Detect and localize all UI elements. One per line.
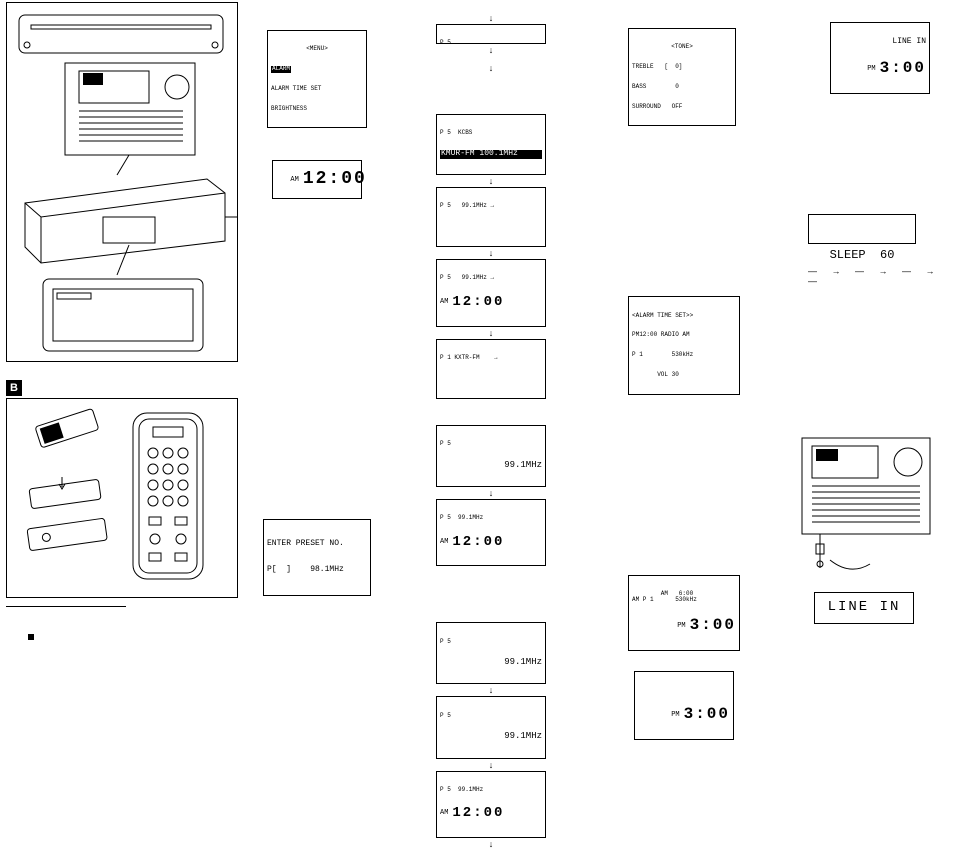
lcd-main: 99.1MHz	[440, 732, 542, 742]
alarm2-time: 3:00	[684, 705, 730, 723]
lcd-clock-1: AM12:00	[272, 160, 362, 199]
tone-header: <TONE>	[632, 44, 732, 51]
rule	[6, 606, 126, 607]
lcd: P 5 99.1MHz	[436, 425, 546, 487]
tone-l1: TREBLE [ 0]	[632, 64, 732, 71]
device-panel-illustration	[800, 436, 948, 578]
alarmset-l2: P 1 530kHz	[632, 352, 736, 359]
arrow-down-icon: ↓	[436, 488, 546, 498]
lcd-top: P 5	[440, 441, 542, 448]
lcd-preset: ENTER PRESET NO. P[ ] 98.1MHz	[263, 519, 371, 595]
lcd-stack-g2: P 5 99.1MHz ↓ P 5 99.1MHz AM 12:00	[436, 425, 546, 567]
lcd-linein-2: LINE IN	[814, 592, 914, 624]
figure-b-illustration	[7, 399, 237, 597]
alarm1-prefix: PM	[677, 622, 685, 630]
lcd-top: P 5 99.1MHz →	[440, 203, 542, 210]
lcd-top: P 5 99.1MHz →	[440, 275, 542, 282]
figure-a-box	[6, 2, 238, 362]
menu-header: <MENU>	[271, 46, 363, 53]
lcd-prefix: AM	[440, 298, 448, 306]
lcd-top: P 1 KXTR-FM →	[440, 355, 542, 362]
lcd-tone: <TONE> TREBLE [ 0] BASS 0 SURROUND OFF	[628, 28, 736, 126]
arrow-down-icon: ↓	[436, 328, 546, 338]
lcd-top: P 5	[440, 40, 542, 47]
linein1-time: 3:00	[880, 59, 926, 77]
lcd-top: P 5	[440, 639, 542, 646]
clock1-time: 12:00	[303, 169, 367, 189]
alarm1-time: 3:00	[690, 616, 736, 634]
arrow-down-icon: ↓	[436, 685, 546, 695]
lcd-stack-g3: P 5 99.1MHz ↓ P 5 99.1MHz ↓ P 5 99.1MHz …	[436, 622, 546, 850]
arrow-down-icon: ↓	[436, 176, 546, 186]
lcd: P 5 99.1MHz AM 12:00	[436, 771, 546, 839]
linein1-prefix: PM	[867, 65, 875, 73]
alarm2-prefix: PM	[671, 711, 679, 719]
preset-line2: P[ ] 98.1MHz	[267, 566, 367, 575]
alarmset-l3: VOL 30	[632, 372, 736, 379]
lcd: P 5	[436, 24, 546, 44]
lcd-alarm-2: PM 3:00	[634, 671, 734, 740]
tone-l2: BASS 0	[632, 84, 732, 91]
lcd-main: 99.1MHz	[440, 461, 542, 471]
lcd: P 1 KXTR-FM →	[436, 339, 546, 399]
alarmset-l1: PM12:00 RADIO AM	[632, 332, 736, 339]
lcd-top: P 5 99.1MHz	[440, 787, 542, 794]
lcd-stack-g1: ↓ P 5 ↓ ↓ P 5 KCBS KMUR-FM 100.1MHz ↓ P …	[436, 12, 546, 399]
alarm1-header: AM 6:00 AM P 1 530kHz	[632, 591, 736, 604]
arrow-down-icon: ↓	[436, 248, 546, 258]
lcd: P 5 99.1MHz → AM 12:00	[436, 259, 546, 327]
figure-a-illustration	[7, 3, 237, 361]
lcd-top: P 5 99.1MHz	[440, 515, 542, 522]
lcd: P 5 99.1MHz	[436, 622, 546, 684]
clock1-prefix: AM	[290, 176, 298, 184]
figure-b-box	[6, 398, 238, 598]
arrow-down-icon: ↓	[436, 760, 546, 770]
lcd-main: KMUR-FM 100.1MHz	[440, 150, 542, 159]
lcd-top: P 5 KCBS	[440, 130, 542, 137]
lcd-time: 12:00	[452, 294, 504, 310]
lcd-menu: <MENU> ALARM ALARM TIME SET BRIGHTNESS	[267, 30, 367, 128]
arrow-down-icon: ↓	[436, 839, 546, 849]
tone-l3: SURROUND OFF	[632, 104, 732, 111]
lcd-time: 12:00	[452, 534, 504, 550]
menu-line2: ALARM TIME SET	[271, 86, 363, 93]
lcd-prefix: AM	[440, 809, 448, 817]
linein2-text: LINE IN	[828, 600, 901, 615]
menu-line1: ALARM	[271, 66, 291, 73]
menu-line3: BRIGHTNESS	[271, 106, 363, 113]
arrow-down-icon: ↓	[436, 13, 546, 23]
lcd: P 5 99.1MHz	[436, 696, 546, 758]
preset-line1: ENTER PRESET NO.	[267, 540, 367, 549]
linein1-header: LINE IN	[834, 38, 926, 47]
lcd-alarm-set: <ALARM TIME SET>> PM12:00 RADIO AM P 1 5…	[628, 296, 740, 394]
lcd-linein-1: LINE IN PM 3:00	[830, 22, 930, 94]
lcd-main: 99.1MHz	[440, 658, 542, 668]
lcd-prefix: AM	[440, 538, 448, 546]
footnote-bullet	[28, 634, 34, 640]
lcd: P 5 99.1MHz →	[436, 187, 546, 247]
sleep-main: SLEEP 60	[812, 249, 912, 262]
lcd: P 5 KCBS KMUR-FM 100.1MHz	[436, 114, 546, 175]
figure-label-b: B	[6, 380, 22, 396]
alarmset-header: <ALARM TIME SET>>	[632, 313, 736, 320]
lcd-time: 12:00	[452, 805, 504, 821]
lcd: P 5 99.1MHz AM 12:00	[436, 499, 546, 567]
lcd-sleep: SLEEP 60	[808, 214, 916, 244]
lcd-top: P 5	[440, 713, 542, 720]
lcd-alarm-1: AM 6:00 AM P 1 530kHz PM 3:00	[628, 575, 740, 651]
